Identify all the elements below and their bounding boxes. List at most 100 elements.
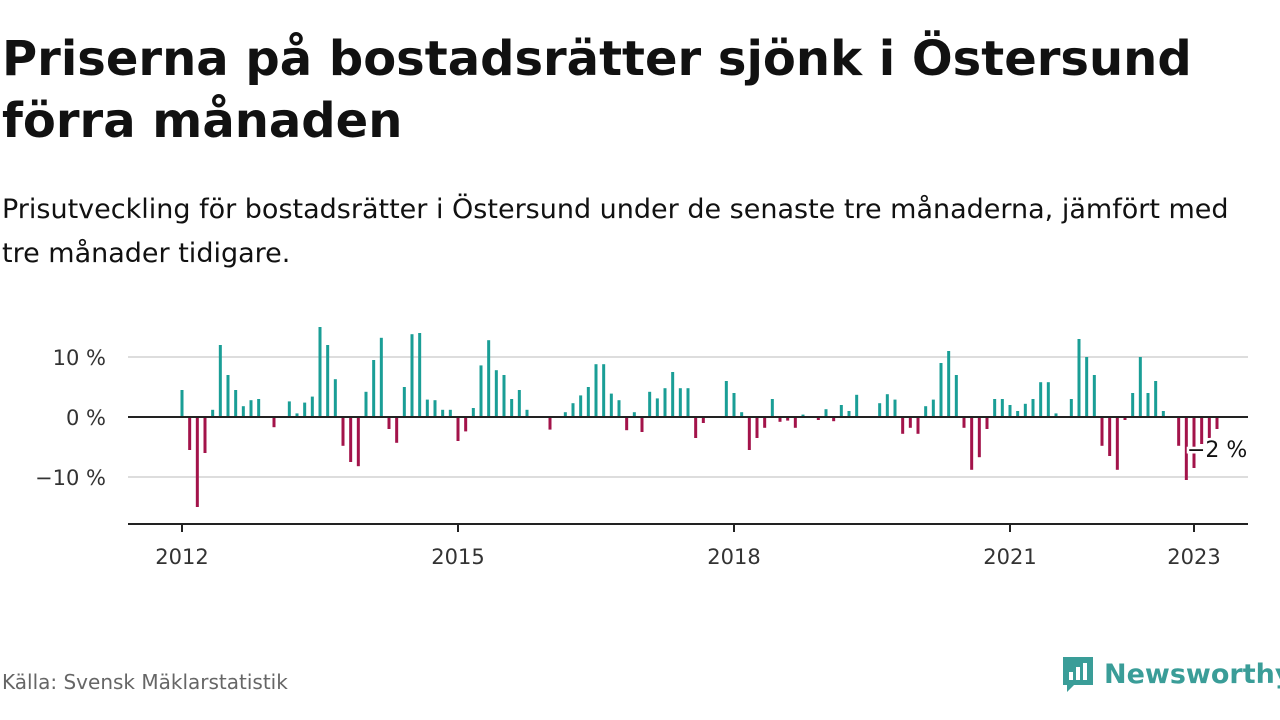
- bar: [1200, 417, 1204, 444]
- bar: [847, 411, 851, 417]
- bar: [310, 396, 314, 417]
- bar: [878, 403, 882, 417]
- bar: [410, 334, 414, 417]
- x-tick-label: 2018: [707, 545, 760, 569]
- bar: [778, 417, 782, 422]
- bar: [387, 417, 391, 429]
- bar: [525, 409, 529, 417]
- bar: [625, 417, 629, 431]
- x-tick-label: 2012: [155, 545, 208, 569]
- bar: [993, 399, 997, 417]
- bar: [195, 417, 199, 507]
- bar: [487, 340, 491, 417]
- bar: [678, 388, 682, 417]
- y-tick-label: 10 %: [53, 346, 106, 370]
- bar: [816, 417, 820, 420]
- bar: [786, 417, 790, 421]
- x-tick-label: 2023: [1167, 545, 1220, 569]
- bar: [1115, 417, 1119, 470]
- bar: [602, 364, 606, 417]
- bar: [425, 399, 429, 417]
- bar: [295, 413, 299, 417]
- bar: [456, 417, 460, 441]
- bar: [1138, 357, 1142, 417]
- bar: [609, 393, 613, 417]
- bar: [341, 417, 345, 446]
- x-tick-label: 2015: [431, 545, 484, 569]
- x-tick-label: 2021: [983, 545, 1036, 569]
- bar: [464, 417, 468, 432]
- bar: [924, 406, 928, 417]
- bar: [1077, 339, 1081, 417]
- bar: [1192, 417, 1196, 468]
- bar: [1046, 382, 1050, 417]
- bar: [640, 417, 644, 432]
- bar: [947, 351, 951, 417]
- bar: [356, 417, 360, 467]
- source-note: Källa: Svensk Mäklarstatistik: [2, 670, 288, 694]
- bar: [931, 399, 935, 417]
- bar: [1161, 411, 1165, 417]
- bar: [379, 337, 383, 417]
- y-tick-label: 0 %: [66, 406, 106, 430]
- bar: [272, 417, 276, 428]
- bar: [617, 400, 621, 417]
- x-ticks: 2012 2015 2018 2021 2023: [155, 524, 1221, 569]
- bar: [218, 345, 222, 417]
- bar: [372, 360, 376, 417]
- bar: [441, 409, 445, 417]
- bar: [1184, 417, 1188, 480]
- bar: [1108, 417, 1112, 456]
- bar: [1215, 417, 1219, 429]
- bar: [188, 417, 192, 450]
- bar: [740, 412, 744, 417]
- bar: [494, 370, 498, 417]
- bar: [793, 417, 797, 428]
- bar: [1000, 399, 1004, 417]
- bar: [839, 405, 843, 417]
- bar: [180, 390, 184, 417]
- bar: [586, 387, 590, 417]
- bar: [701, 417, 705, 423]
- bar: [364, 391, 368, 417]
- bar: [349, 417, 353, 462]
- bar: [1054, 413, 1058, 417]
- bar: [885, 394, 889, 417]
- bar: [832, 417, 836, 422]
- bar: [1177, 417, 1181, 446]
- brand-name: Newsworthy: [1104, 658, 1280, 690]
- bar: [571, 403, 575, 417]
- bar: [755, 417, 759, 438]
- bar: [510, 399, 514, 417]
- bar: [893, 399, 897, 417]
- bar: [1023, 403, 1027, 417]
- bar: [694, 417, 698, 438]
- bar: [594, 364, 598, 417]
- bar: [1016, 411, 1020, 417]
- bar: [901, 417, 905, 434]
- bar: [402, 387, 406, 417]
- bar: [732, 393, 736, 417]
- bar: [234, 390, 238, 417]
- bars: [180, 327, 1219, 507]
- bar: [671, 372, 675, 417]
- bar: [1100, 417, 1104, 446]
- bar: [1039, 382, 1043, 417]
- bar: [763, 417, 767, 428]
- bar: [563, 412, 567, 417]
- bar: [724, 381, 728, 417]
- bar: [747, 417, 751, 450]
- bar: [257, 399, 261, 417]
- bar: [855, 394, 859, 417]
- bar: [1123, 417, 1127, 420]
- bar: [479, 365, 483, 417]
- bar: [1131, 393, 1135, 417]
- bar: [418, 333, 422, 417]
- bar: [1092, 375, 1096, 417]
- bar: [287, 401, 291, 417]
- bar: [632, 412, 636, 417]
- bar: [517, 390, 521, 417]
- chart-title: Priserna på bostadsrätter sjönk i Östers…: [2, 31, 1192, 149]
- bar: [916, 417, 920, 434]
- bar: [977, 417, 981, 458]
